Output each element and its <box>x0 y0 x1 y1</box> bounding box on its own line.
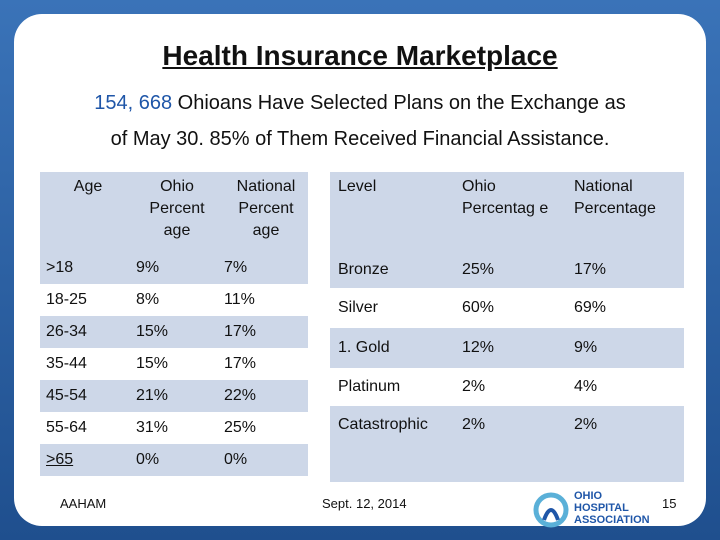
level-cell: Bronze <box>330 252 454 288</box>
table-row: Bronze 25% 17% <box>330 252 684 288</box>
age-cell: 35-44 <box>40 348 130 380</box>
logo-text-ohio: OHIO <box>574 490 603 502</box>
table-row: 1. Gold 12% 9% <box>330 328 684 368</box>
ohio-pct-cell: 15% <box>130 316 218 348</box>
age-header-national: National Percent age <box>218 172 308 252</box>
age-cell: 45-54 <box>40 380 130 412</box>
footer-org: AAHAM <box>60 496 107 511</box>
table-row: 45-54 21% 22% <box>40 380 308 412</box>
level-cell: 1. Gold <box>330 328 454 368</box>
page-number: 15 <box>662 496 677 511</box>
age-cell: 26-34 <box>40 316 130 348</box>
logo-mark-icon <box>533 492 569 528</box>
age-table: Age Ohio Percent age National Percent ag… <box>40 172 308 476</box>
age-cell-text: >65 <box>46 451 74 468</box>
national-pct-cell: 17% <box>566 252 684 288</box>
level-header-level: Level <box>330 172 454 252</box>
footer-date: Sept. 12, 2014 <box>322 496 407 511</box>
level-header-ohio: Ohio Percentag e <box>454 172 566 252</box>
table-row: Platinum 2% 4% <box>330 368 684 406</box>
level-table: Level Ohio Percentag e National Percenta… <box>330 172 684 482</box>
table-row: Catastrophic 2% 2% <box>330 406 684 482</box>
slide-title: Health Insurance Marketplace <box>162 40 558 71</box>
subtitle-line-1-text: Ohioans Have Selected Plans on the Excha… <box>172 92 626 114</box>
table-row: >65 0% 0% <box>40 444 308 476</box>
table-row: >18 9% 7% <box>40 252 308 284</box>
table-row: 55-64 31% 25% <box>40 412 308 444</box>
ohio-pct-cell: 2% <box>454 406 566 482</box>
ohio-pct-cell: 0% <box>130 444 218 476</box>
logo-text-hospital: HOSPITAL <box>574 502 629 514</box>
age-cell: 55-64 <box>40 412 130 444</box>
national-pct-cell: 7% <box>218 252 308 284</box>
age-header-ohio: Ohio Percent age <box>130 172 218 252</box>
level-cell: Catastrophic <box>330 406 454 482</box>
ohio-pct-cell: 25% <box>454 252 566 288</box>
ohio-pct-cell: 8% <box>130 284 218 316</box>
ohio-pct-cell: 15% <box>130 348 218 380</box>
level-cell: Platinum <box>330 368 454 406</box>
age-header-age: Age <box>40 172 130 252</box>
ohio-pct-cell: 12% <box>454 328 566 368</box>
table-row: Silver 60% 69% <box>330 288 684 328</box>
level-cell: Silver <box>330 288 454 328</box>
national-pct-cell: 17% <box>218 316 308 348</box>
national-pct-cell: 9% <box>566 328 684 368</box>
national-pct-cell: 17% <box>218 348 308 380</box>
ohio-pct-cell: 60% <box>454 288 566 328</box>
national-pct-cell: 25% <box>218 412 308 444</box>
national-pct-cell: 2% <box>566 406 684 482</box>
ohio-pct-cell: 21% <box>130 380 218 412</box>
ohio-hospital-association-logo: OHIO HOSPITAL ASSOCIATION <box>532 490 652 530</box>
age-cell: 18-25 <box>40 284 130 316</box>
subtitle-line-1: 154, 668 Ohioans Have Selected Plans on … <box>20 92 700 115</box>
subtitle-count: 154, 668 <box>94 92 173 114</box>
logo-text-association: ASSOCIATION <box>574 514 650 526</box>
national-pct-cell: 69% <box>566 288 684 328</box>
ohio-pct-cell: 2% <box>454 368 566 406</box>
national-pct-cell: 22% <box>218 380 308 412</box>
table-row: 35-44 15% 17% <box>40 348 308 380</box>
national-pct-cell: 4% <box>566 368 684 406</box>
age-cell: >65 <box>40 444 130 476</box>
ohio-pct-cell: 9% <box>130 252 218 284</box>
age-cell: >18 <box>40 252 130 284</box>
national-pct-cell: 11% <box>218 284 308 316</box>
table-row: 26-34 15% 17% <box>40 316 308 348</box>
table-row: 18-25 8% 11% <box>40 284 308 316</box>
ohio-pct-cell: 31% <box>130 412 218 444</box>
subtitle-line-2: of May 30. 85% of Them Received Financia… <box>110 128 610 150</box>
national-pct-cell: 0% <box>218 444 308 476</box>
level-header-national: National Percentage <box>566 172 684 252</box>
